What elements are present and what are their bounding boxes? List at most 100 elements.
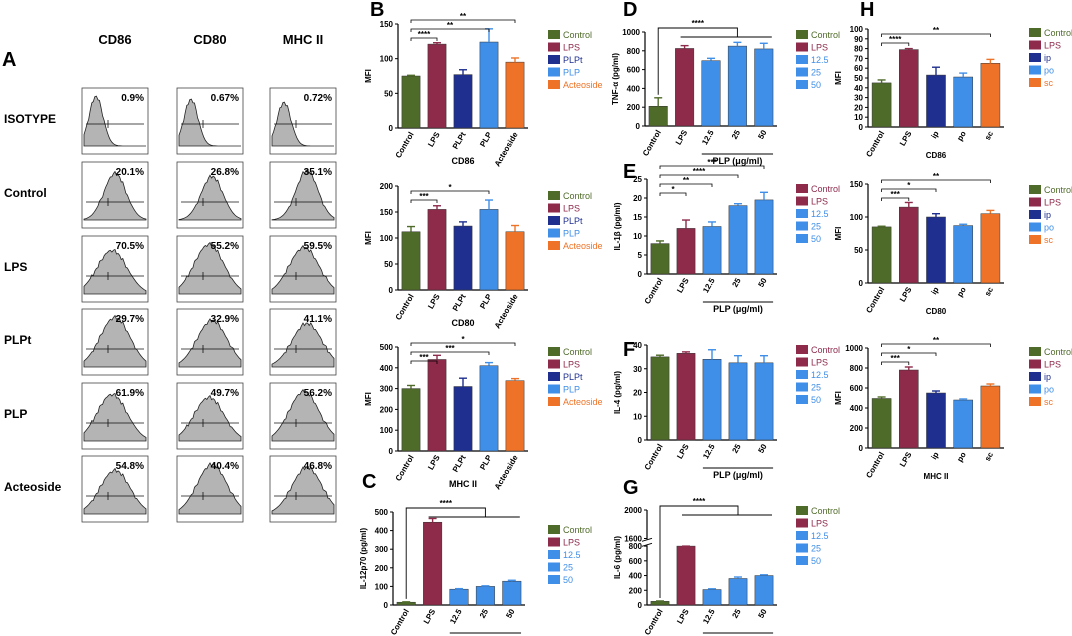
- significance-stars: **: [447, 21, 454, 30]
- x-tick-label: 50: [756, 128, 769, 141]
- legend-label: ip: [1044, 53, 1051, 63]
- x-tick-label: Control: [643, 277, 665, 306]
- legend-swatch: [796, 345, 808, 354]
- legend-label: LPS: [811, 519, 828, 529]
- histogram-plot: 35.1%: [269, 161, 337, 229]
- bar: [702, 226, 722, 275]
- legend-swatch: [1029, 359, 1041, 369]
- histogram-plot: 32.9%: [176, 308, 244, 376]
- y-tick-label: 0: [859, 444, 864, 453]
- bar: [479, 41, 499, 129]
- y-axis-label: MFI: [834, 227, 843, 241]
- y-tick-label: 150: [380, 20, 394, 29]
- axis-break-mark: [641, 542, 653, 547]
- legend-swatch: [548, 80, 560, 89]
- x-tick-label: Control: [394, 454, 416, 483]
- y-axis-label: MFI: [364, 69, 373, 83]
- legend-swatch: [796, 184, 808, 193]
- y-tick-label: 400: [375, 527, 389, 536]
- x-tick-label: Control: [864, 451, 886, 480]
- x-tick-label: PLP: [478, 292, 494, 311]
- panel-a-flow-cytometry: A CD86 CD80 MHC II ISOTYPE 0.9% 0.67% 0.72% Cont…: [2, 32, 337, 523]
- panel-label: A: [2, 49, 16, 71]
- significance-line: [410, 351, 490, 355]
- legend-swatch: [1029, 222, 1041, 232]
- legend-label: ip: [1044, 210, 1051, 220]
- bar: [899, 206, 919, 284]
- legend-label: LPS: [811, 43, 828, 53]
- legend-swatch: [796, 196, 808, 206]
- legend-swatch: [796, 531, 808, 540]
- y-tick-label: 50: [384, 260, 393, 269]
- histogram-peak: [83, 314, 147, 368]
- bar: [754, 575, 774, 606]
- significance-stars: *: [907, 181, 911, 190]
- significance-bracket: [657, 27, 738, 95]
- y-tick-label: 0: [636, 122, 641, 131]
- x-tick-label: 12.5: [701, 276, 717, 294]
- x-tick-label: Acteoside: [493, 292, 520, 330]
- significance-stars: *: [448, 183, 452, 192]
- bar: [754, 199, 774, 275]
- histogram-peak: [178, 394, 242, 442]
- bar: [505, 61, 525, 129]
- x-tick-label: PLPt: [451, 130, 468, 151]
- x-tick-label: 25: [730, 442, 743, 455]
- x-tick-label: 12.5: [701, 607, 717, 625]
- legend-swatch: [796, 42, 808, 52]
- legend-swatch: [796, 357, 808, 367]
- significance-line: [410, 360, 438, 364]
- bar: [980, 385, 1001, 449]
- y-tick-label: 20: [633, 389, 642, 398]
- x-tick-label: PLP: [478, 130, 494, 149]
- x-tick-label: sc: [983, 450, 996, 463]
- legend-label: PLPt: [563, 55, 583, 65]
- histogram-plot: 46.8%: [269, 455, 337, 523]
- legend-swatch: [1029, 372, 1041, 381]
- row-label: ISOTYPE: [4, 112, 56, 126]
- significance-stars: **: [683, 176, 690, 185]
- legend-swatch: [796, 234, 808, 243]
- y-tick-label: 150: [850, 180, 864, 189]
- column-header: MHC II: [283, 32, 323, 47]
- legend-swatch: [1029, 397, 1041, 406]
- legend-label: Control: [563, 525, 592, 535]
- x-tick-label: po: [955, 129, 968, 142]
- bar: [953, 76, 973, 128]
- significance-line: [659, 174, 739, 178]
- chart-C: C 0 100 200 300 400 500 IL-12p70 (pg/ml) Control…: [359, 471, 592, 636]
- bar: [479, 365, 499, 452]
- legend-swatch: [548, 359, 560, 369]
- legend-label: Control: [1044, 28, 1072, 38]
- legend-swatch: [796, 209, 808, 218]
- y-tick-label: 100: [375, 582, 389, 591]
- histogram-plot: 0.9%: [81, 87, 149, 155]
- bar: [754, 48, 774, 127]
- significance-stars: ***: [419, 353, 429, 362]
- chart-title: CD86: [451, 156, 474, 166]
- legend-swatch: [1029, 28, 1041, 37]
- y-axis-label: IL-6 (pg/ml): [613, 536, 622, 579]
- chart-title: CD86: [926, 151, 947, 160]
- bar: [728, 578, 748, 606]
- histogram-peak: [83, 467, 147, 515]
- histogram-peak: [271, 169, 335, 221]
- bar: [427, 43, 447, 129]
- y-tick-label: 300: [380, 385, 394, 394]
- y-tick-label: 100: [380, 426, 394, 435]
- percent-label: 49.7%: [211, 388, 239, 399]
- legend-swatch: [796, 30, 808, 39]
- legend-label: Control: [811, 184, 840, 194]
- significance-line: [881, 343, 991, 347]
- y-tick-label: 100: [380, 234, 394, 243]
- chart-title: CD80: [926, 307, 947, 316]
- legend-swatch: [1029, 210, 1041, 219]
- chart-title: MHC II: [924, 472, 949, 481]
- legend-swatch: [548, 216, 560, 225]
- x-tick-label: 12.5: [701, 442, 717, 460]
- histogram-peak: [271, 244, 335, 295]
- bar: [396, 601, 416, 606]
